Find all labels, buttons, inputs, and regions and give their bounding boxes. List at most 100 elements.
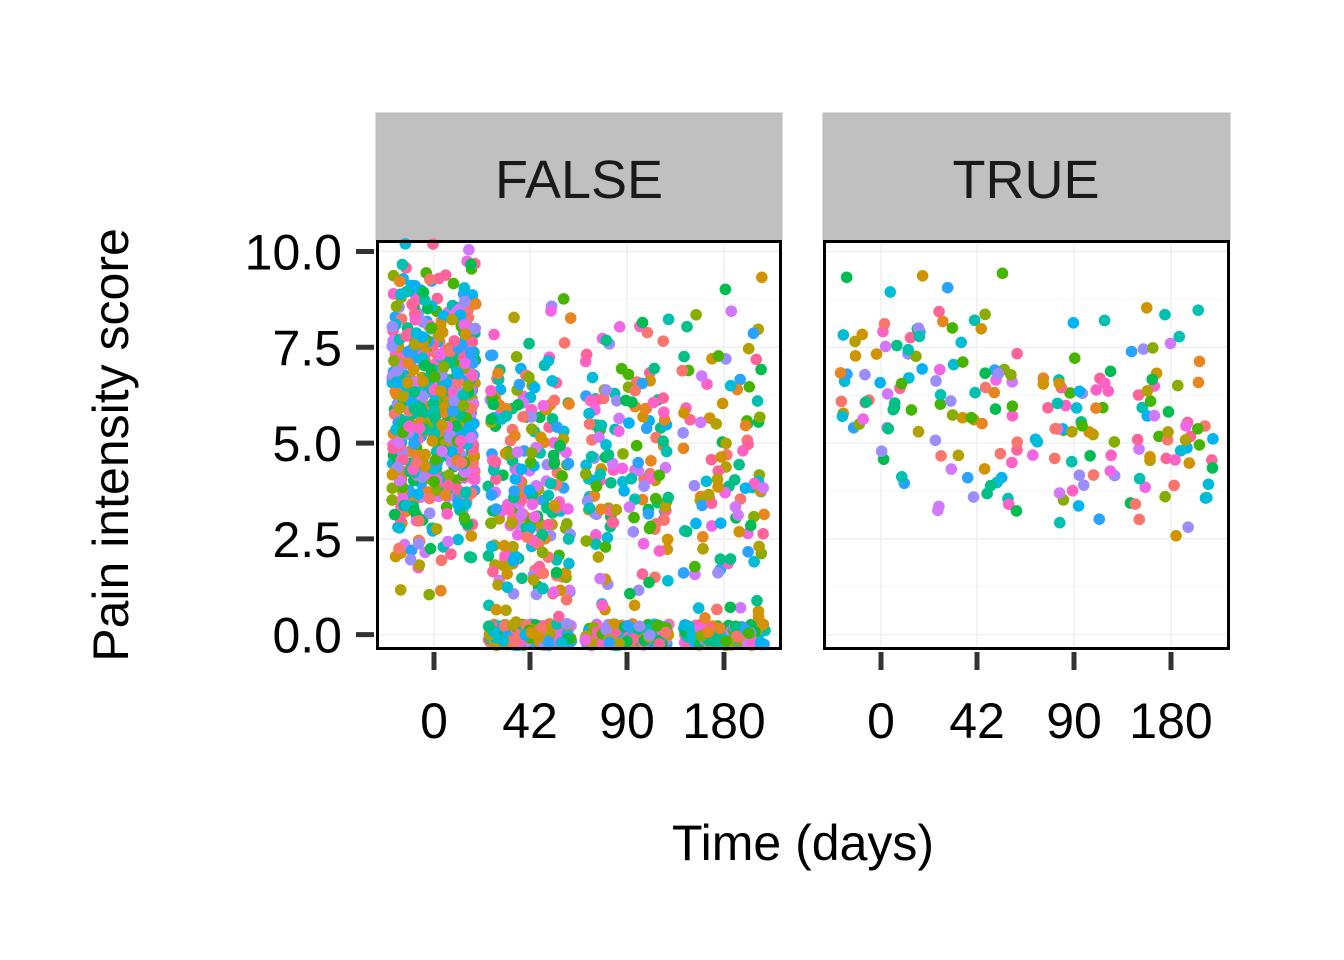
data-point [622, 619, 634, 632]
data-point [596, 599, 609, 612]
data-point [910, 350, 922, 363]
data-point [401, 376, 414, 389]
data-point [536, 546, 549, 559]
data-point [452, 368, 464, 380]
data-point [386, 494, 398, 506]
data-point [515, 509, 528, 521]
data-point [1193, 439, 1206, 451]
data-point [1003, 498, 1015, 511]
x-axis-ticks-true: 0 42 90 180 [867, 652, 1213, 749]
data-point [517, 411, 529, 423]
x-axis-title: Time (days) [672, 815, 934, 871]
data-point [720, 437, 732, 450]
data-point [525, 447, 538, 459]
data-point [742, 342, 755, 355]
data-point [757, 528, 769, 540]
data-point [452, 533, 464, 546]
data-point [660, 626, 672, 639]
data-point [1010, 505, 1023, 517]
data-point [751, 594, 763, 607]
data-point [550, 566, 563, 579]
data-point [397, 390, 409, 403]
data-point [1206, 462, 1219, 474]
data-point [978, 463, 991, 475]
data-point [625, 396, 638, 408]
data-point [944, 395, 957, 407]
data-point [696, 499, 708, 512]
data-point [412, 537, 425, 550]
data-point [1131, 433, 1144, 446]
data-point [579, 468, 592, 480]
data-point [436, 419, 448, 431]
data-point [459, 357, 471, 370]
data-point [501, 568, 513, 580]
data-point [979, 381, 992, 394]
data-point [526, 498, 539, 511]
data-point [1168, 479, 1180, 492]
data-point [1139, 481, 1151, 494]
data-point [559, 567, 572, 579]
data-point [610, 395, 623, 407]
data-point [934, 389, 947, 401]
data-point [523, 484, 536, 497]
data-point [490, 503, 502, 515]
data-point [1201, 491, 1213, 504]
data-point [562, 457, 575, 470]
data-point [455, 456, 468, 469]
data-point [412, 488, 424, 501]
data-point [895, 377, 908, 390]
data-point [1073, 385, 1086, 398]
data-point [979, 367, 991, 380]
data-point [1179, 434, 1192, 446]
data-point [508, 635, 521, 648]
data-point [557, 293, 570, 305]
data-point [416, 331, 429, 343]
data-point [1053, 377, 1066, 390]
data-point [1104, 465, 1117, 477]
data-point [584, 394, 597, 407]
data-point [1084, 449, 1096, 462]
data-point [1006, 456, 1018, 469]
data-point [528, 511, 541, 523]
data-point [395, 288, 407, 301]
facet-strip-label-true: TRUE [953, 150, 1100, 210]
data-point [459, 328, 472, 341]
data-point [442, 479, 454, 492]
data-point [485, 489, 498, 501]
data-point [743, 627, 755, 639]
data-point [542, 635, 554, 648]
data-point [537, 582, 549, 595]
facet-panel-false: FALSE 0 42 90 180 [375, 112, 783, 749]
data-point [739, 419, 752, 432]
data-point [394, 584, 407, 596]
data-point [1073, 469, 1086, 482]
data-point [1064, 387, 1076, 399]
data-point [653, 469, 666, 482]
data-point [1144, 450, 1156, 463]
data-point [583, 418, 596, 430]
data-point [840, 271, 853, 284]
data-point [976, 417, 988, 430]
data-point [692, 602, 705, 614]
data-point [712, 350, 725, 362]
data-point [466, 336, 479, 348]
data-point [391, 364, 404, 377]
data-point [891, 339, 903, 352]
data-point [388, 354, 400, 367]
data-point [497, 634, 510, 647]
data-point [1125, 345, 1138, 358]
data-point [979, 308, 991, 321]
data-point [561, 617, 573, 630]
data-point [429, 411, 441, 423]
data-point [436, 445, 448, 457]
data-point [547, 449, 560, 462]
data-point [996, 267, 1009, 280]
data-point [751, 395, 764, 407]
data-point [895, 471, 908, 483]
data-point [639, 402, 652, 415]
data-point [469, 322, 482, 335]
data-point [1148, 409, 1161, 422]
data-point [458, 295, 471, 308]
data-point [525, 411, 538, 423]
